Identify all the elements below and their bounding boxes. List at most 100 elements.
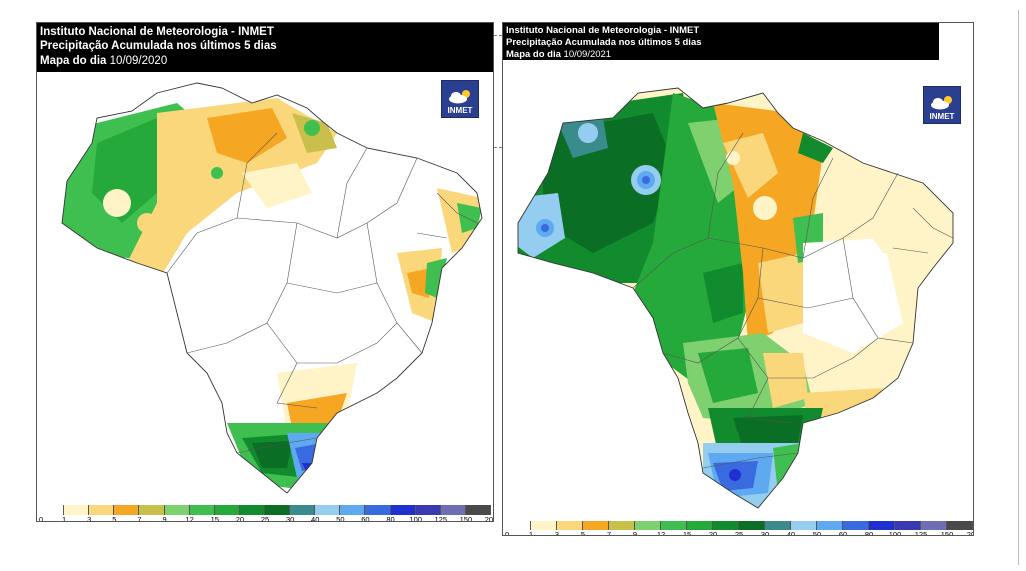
legend-swatch xyxy=(39,505,65,515)
legend-swatch xyxy=(817,521,843,530)
legend-swatch xyxy=(189,505,215,515)
legend-tick-label: 40 xyxy=(311,515,320,522)
legend-tick-label: 60 xyxy=(361,515,370,522)
legend-swatch xyxy=(440,505,466,515)
separator-dash-top xyxy=(494,35,502,36)
legend-tick-label: 9 xyxy=(632,530,638,536)
header-institute: Instituto Nacional de Meteorologia - INM… xyxy=(506,25,700,36)
legend-swatch xyxy=(739,521,765,530)
legend-tick-label: 30 xyxy=(760,530,770,536)
legend-tick-label: 20 xyxy=(235,515,245,522)
weather-cloud-sun-icon xyxy=(931,96,952,110)
legend-tick-label: 60 xyxy=(838,530,848,536)
legend-tick-label: 5 xyxy=(112,515,117,522)
weather-cloud-sun-icon xyxy=(449,90,470,104)
legend-swatch xyxy=(947,521,973,530)
legend-swatch xyxy=(465,505,491,515)
header-date: 10/09/2020 xyxy=(109,54,168,67)
page-right-border xyxy=(1018,10,1019,565)
legend-swatch xyxy=(114,505,140,515)
legend-swatch xyxy=(869,521,895,530)
legend-swatch xyxy=(895,521,921,530)
header-product: Precipitação Acumulada nos últimos 5 dia… xyxy=(506,36,702,48)
legend-tick-label: 150 xyxy=(940,530,954,536)
legend-colorbar xyxy=(505,521,973,530)
legend-tick-label: 15 xyxy=(210,515,219,522)
legend-tick-label: 40 xyxy=(786,530,796,536)
legend-swatch xyxy=(89,505,115,515)
legend-swatch xyxy=(505,521,531,530)
legend-swatch xyxy=(340,505,366,515)
legend-swatch xyxy=(239,505,265,515)
legend-swatch xyxy=(609,521,635,530)
separator-dash-mid xyxy=(494,147,502,148)
logo-text: INMET xyxy=(929,112,955,121)
legend-tick-label: 25 xyxy=(260,515,270,522)
legend-tick-label: 7 xyxy=(606,530,612,536)
legend-swatch xyxy=(164,505,190,515)
legend-tick-label: 25 xyxy=(734,530,744,536)
legend-tick-label: 100 xyxy=(888,530,902,536)
legend-tick-label: 50 xyxy=(812,530,822,536)
legend-tick-label: 100 xyxy=(409,515,422,522)
inmet-logo: INMET xyxy=(923,86,961,124)
legend-swatch xyxy=(557,521,583,530)
legend-tick-label: 1 xyxy=(528,530,534,536)
legend-tick-label: 20 xyxy=(708,530,718,536)
legend-tick-label: 50 xyxy=(336,515,345,522)
legend-tick-label: 0 xyxy=(39,515,44,522)
legend-tick-label: 9 xyxy=(162,515,167,522)
legend-tick-label: 1 xyxy=(62,515,67,522)
legend-swatch xyxy=(139,505,165,515)
legend-swatch xyxy=(290,505,316,515)
legend-tick-label: 3 xyxy=(554,530,560,536)
map-header: Instituto Nacional de Meteorologia - INM… xyxy=(37,23,493,72)
inmet-logo: INMET xyxy=(441,80,479,118)
legend-tick-label: 12 xyxy=(656,530,666,536)
legend-swatch xyxy=(415,505,441,515)
header-date-prefix: Mapa do dia xyxy=(40,54,107,67)
legend-swatch xyxy=(583,521,609,530)
legend-swatch xyxy=(661,521,687,530)
legend-ticks: 0 1 3 5 7 9 12 15 20 25 30 40 50 60 80 100 125 150 200 xyxy=(39,515,494,522)
legend-swatch xyxy=(713,521,739,530)
legend-swatch xyxy=(843,521,869,530)
precipitation-map-2020: Instituto Nacional de Meteorologia - INM… xyxy=(36,22,494,522)
legend-tick-label: 150 xyxy=(459,515,473,522)
brazil-precipitation-map xyxy=(61,82,483,494)
legend-swatch xyxy=(264,505,291,515)
legend-swatch xyxy=(365,505,391,515)
logo-text: INMET xyxy=(447,106,473,115)
header-institute: Instituto Nacional de Meteorologia - INM… xyxy=(40,26,274,38)
legend-swatch xyxy=(214,505,240,515)
legend-tick-label: 12 xyxy=(185,515,194,522)
legend-swatch xyxy=(531,521,557,530)
header-date-line: Mapa do dia 10/09/2021 xyxy=(506,49,936,61)
legend-swatch xyxy=(635,521,661,530)
legend-tick-label: 80 xyxy=(864,530,874,536)
state-borders xyxy=(517,87,954,509)
brazil-precipitation-map xyxy=(517,87,954,509)
legend-ticks: 0 1 3 5 7 9 12 15 20 25 30 40 50 60 80 100 125 150 200 xyxy=(505,530,973,536)
legend-tick-label: 3 xyxy=(87,515,92,522)
legend-tick-label: 7 xyxy=(137,515,142,522)
header-date-line: Mapa do dia 10/09/2020 xyxy=(40,54,492,68)
legend-swatch xyxy=(921,521,947,530)
legend-swatch xyxy=(791,521,817,530)
legend-tick-label: 200 xyxy=(966,530,973,536)
legend-tick-label: 200 xyxy=(484,515,494,522)
legend-tick-label: 125 xyxy=(434,515,448,522)
state-borders xyxy=(61,82,483,494)
header-date-prefix: Mapa do dia xyxy=(506,48,561,60)
precipitation-map-2021: Instituto Nacional de Meteorologia - INM… xyxy=(502,22,974,536)
legend-swatch xyxy=(64,505,90,515)
legend-colorbar xyxy=(39,505,491,515)
header-product: Precipitação Acumulada nos últimos 5 dia… xyxy=(40,40,277,53)
map-header: Instituto Nacional de Meteorologia - INM… xyxy=(503,23,939,60)
legend-tick-label: 0 xyxy=(505,530,510,536)
legend-tick-label: 15 xyxy=(682,530,692,536)
legend-swatch xyxy=(390,505,416,515)
legend-tick-label: 80 xyxy=(386,515,395,522)
legend-tick-label: 30 xyxy=(285,515,295,522)
legend-swatch xyxy=(687,521,713,530)
